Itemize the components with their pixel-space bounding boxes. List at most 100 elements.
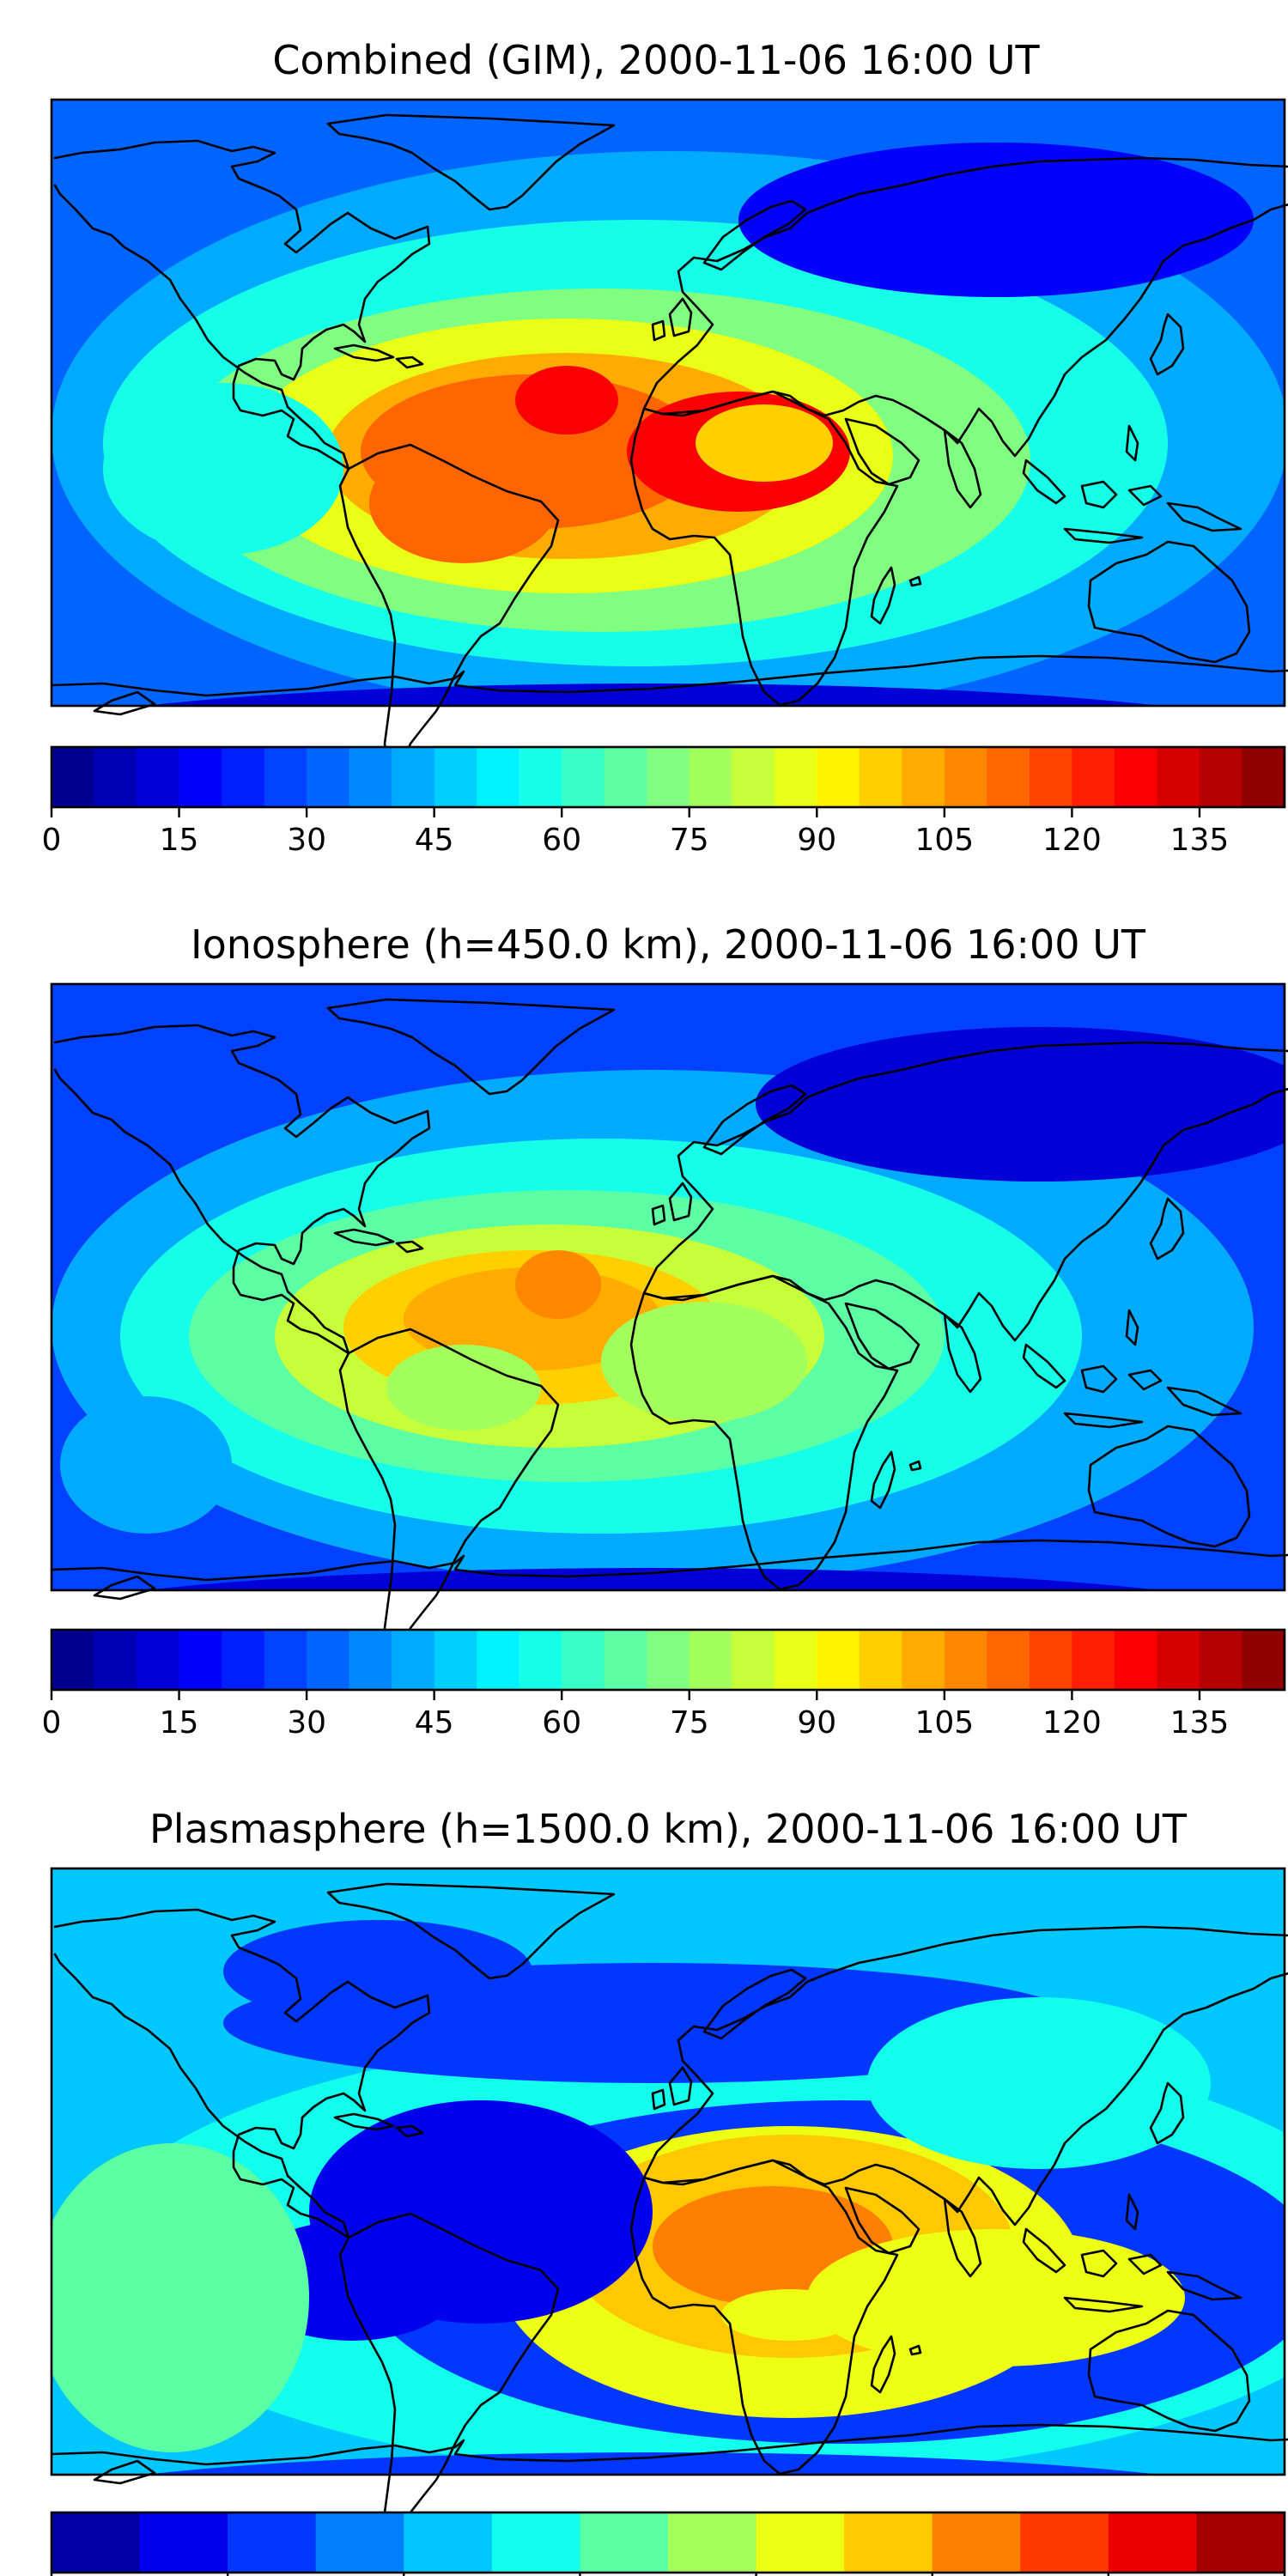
colorbar-swatch bbox=[52, 1630, 95, 1690]
colorbar-swatch bbox=[315, 2512, 404, 2573]
colorbar-swatch bbox=[1072, 1630, 1115, 1690]
colorbar-swatch bbox=[1072, 747, 1115, 807]
colorbar-swatch bbox=[264, 747, 307, 807]
colorbar-tick-label: 45 bbox=[415, 1705, 454, 1741]
colorbar-swatch bbox=[732, 1630, 775, 1690]
colorbar-swatch bbox=[1020, 2512, 1109, 2573]
colorbar-swatch bbox=[404, 2512, 493, 2573]
colorbar-swatch bbox=[580, 2512, 669, 2573]
colorbar-swatch bbox=[604, 747, 647, 807]
colorbar-tick-label: 90 bbox=[797, 823, 836, 858]
panel-2-contour-field bbox=[52, 984, 1285, 1590]
colorbar-swatch bbox=[859, 747, 902, 807]
colorbar-swatch bbox=[349, 747, 392, 807]
panel-1-contour-field bbox=[52, 100, 1285, 706]
colorbar-swatch bbox=[1199, 747, 1243, 807]
colorbar-swatch bbox=[94, 747, 137, 807]
colorbar-tick-label: 105 bbox=[915, 1705, 975, 1741]
colorbar-swatch bbox=[179, 1630, 222, 1690]
colorbar-swatch bbox=[944, 1630, 987, 1690]
colorbar-frame bbox=[50, 1628, 1286, 1692]
colorbar-frame bbox=[50, 2511, 1286, 2574]
contour-band bbox=[756, 1027, 1285, 1182]
contour-band bbox=[369, 443, 558, 563]
colorbar-swatch bbox=[1114, 1630, 1158, 1690]
contour-band bbox=[721, 2289, 859, 2341]
colorbar-swatch bbox=[1199, 1630, 1243, 1690]
colorbar-tick-label: 15 bbox=[160, 823, 199, 858]
colorbar-swatch bbox=[392, 747, 435, 807]
colorbar-swatch bbox=[307, 1630, 350, 1690]
colorbar-swatch bbox=[222, 747, 265, 807]
colorbar-swatch bbox=[1114, 747, 1158, 807]
contour-band bbox=[807, 2229, 1185, 2366]
contour-band bbox=[386, 1345, 541, 1431]
colorbar-swatch bbox=[689, 1630, 732, 1690]
colorbar-swatch bbox=[94, 1630, 137, 1690]
contour-band bbox=[145, 1568, 1160, 1590]
colorbar-frame bbox=[50, 745, 1286, 809]
colorbar-swatch bbox=[859, 1630, 902, 1690]
colorbar-tick-label: 30 bbox=[287, 823, 326, 858]
colorbar-swatch bbox=[756, 2512, 845, 2573]
colorbar-swatch bbox=[902, 747, 945, 807]
panel-1-title: Combined (GIM), 2000-11-06 16:00 UT bbox=[272, 37, 1040, 83]
colorbar-swatch bbox=[228, 2512, 317, 2573]
colorbar-tick-label: 0 bbox=[42, 823, 62, 858]
panel-3-title: Plasmasphere (h=1500.0 km), 2000-11-06 1… bbox=[149, 1806, 1188, 1852]
colorbar-swatch bbox=[137, 747, 180, 807]
colorbar-swatch bbox=[647, 1630, 690, 1690]
panel-1-colorbar: 0 15 30 45 60 75 90 105 120 135 bbox=[42, 745, 1286, 858]
colorbar-swatch bbox=[491, 2512, 581, 2573]
panel-2-colorbar: 0 15 30 45 60 75 90 105 120 135 bbox=[42, 1628, 1286, 1741]
contour-band bbox=[145, 683, 1160, 706]
colorbar-tick-label: 0 bbox=[42, 1705, 62, 1741]
colorbar-swatch bbox=[1157, 1630, 1200, 1690]
colorbar-swatch bbox=[1029, 747, 1073, 807]
colorbar-tick-label: 90 bbox=[797, 1705, 836, 1741]
colorbar-swatch bbox=[434, 1630, 477, 1690]
colorbar-swatch bbox=[477, 747, 520, 807]
colorbar-swatch bbox=[774, 1630, 817, 1690]
colorbar-swatch bbox=[944, 747, 987, 807]
colorbar-swatch bbox=[604, 1630, 647, 1690]
colorbar-swatch bbox=[1242, 1630, 1285, 1690]
colorbar-swatch bbox=[774, 747, 817, 807]
contour-band bbox=[103, 383, 343, 555]
colorbar-swatch bbox=[519, 747, 562, 807]
colorbar-swatch bbox=[179, 747, 222, 807]
colorbar-swatch bbox=[844, 2512, 933, 2573]
panel-1-map bbox=[50, 98, 1288, 787]
colorbar-tick-label: 120 bbox=[1042, 823, 1102, 858]
colorbar-swatch bbox=[1108, 2512, 1198, 2573]
contour-band bbox=[60, 1396, 232, 1534]
colorbar-swatch bbox=[52, 747, 95, 807]
colorbar-swatch bbox=[932, 2512, 1021, 2573]
colorbar-swatch bbox=[647, 747, 690, 807]
contour-band bbox=[223, 1920, 532, 2023]
colorbar-swatch bbox=[817, 1630, 860, 1690]
colorbar-swatch bbox=[307, 747, 350, 807]
colorbar-swatch bbox=[477, 1630, 520, 1690]
contour-band bbox=[738, 143, 1254, 297]
colorbar-swatch bbox=[137, 1630, 180, 1690]
colorbar-swatch bbox=[987, 747, 1030, 807]
panel-3-frame bbox=[50, 1867, 1286, 2476]
panel-3-colorbar: 05101520253035 bbox=[50, 2511, 1286, 2576]
colorbar-tick-label: 75 bbox=[670, 823, 709, 858]
colorbar-swatch bbox=[349, 1630, 392, 1690]
colorbar-tick-label: 135 bbox=[1170, 1705, 1230, 1741]
colorbar-swatch bbox=[222, 1630, 265, 1690]
colorbar-tick-label: 75 bbox=[670, 1705, 709, 1741]
colorbar-tick-label: 135 bbox=[1170, 823, 1230, 858]
colorbar-swatch bbox=[1157, 747, 1200, 807]
colorbar-swatch bbox=[519, 1630, 562, 1690]
colorbar-tick-label: 120 bbox=[1042, 1705, 1102, 1741]
colorbar-swatch bbox=[1029, 1630, 1073, 1690]
colorbar-swatch bbox=[732, 747, 775, 807]
contour-band bbox=[515, 1250, 601, 1319]
colorbar-swatch bbox=[1242, 747, 1285, 807]
colorbar-tick-label: 45 bbox=[415, 823, 454, 858]
colorbar-swatch bbox=[668, 2512, 757, 2573]
